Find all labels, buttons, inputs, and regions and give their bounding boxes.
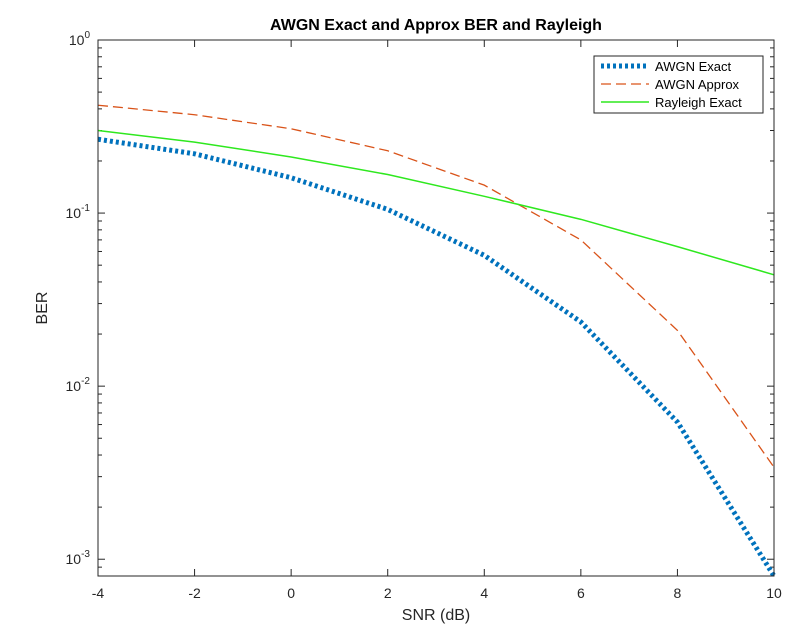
series-line-awgn-exact — [97, 136, 777, 578]
y-tick-label: 10-2 — [66, 376, 91, 394]
x-tick-label: 10 — [766, 585, 782, 601]
legend-label: Rayleigh Exact — [655, 95, 742, 110]
y-tick-labels: 10-3 10-2 10-1 100 — [66, 30, 91, 567]
x-axis-label: SNR (dB) — [402, 607, 470, 624]
series-line-awgn-approx — [97, 104, 775, 468]
plot-area — [98, 40, 774, 576]
x-tick-label: 2 — [384, 585, 392, 601]
axis-ticks — [97, 39, 775, 577]
axes-box — [97, 39, 775, 577]
x-tick-label: 4 — [480, 585, 488, 601]
y-tick-label: 10-3 — [66, 549, 91, 567]
chart-title: AWGN Exact and Approx BER and Rayleigh — [270, 17, 602, 34]
x-tick-label: 0 — [287, 585, 295, 601]
x-tick-label: 6 — [577, 585, 585, 601]
x-tick-label: -4 — [92, 585, 105, 601]
y-tick-label: 10-1 — [66, 203, 91, 221]
x-tick-label: 8 — [674, 585, 682, 601]
x-tick-labels: -4 -2 0 2 4 6 8 10 — [92, 585, 782, 601]
x-tick-label: -2 — [188, 585, 201, 601]
legend-label: AWGN Approx — [655, 77, 740, 92]
series-line-rayleigh-exact — [97, 129, 775, 276]
y-axis-label: BER — [34, 292, 51, 325]
legend-label: AWGN Exact — [655, 59, 731, 74]
legend-entries: AWGN Exact AWGN Approx Rayleigh Exact — [601, 59, 742, 110]
y-tick-label: 100 — [69, 30, 91, 48]
series-layer — [97, 104, 777, 578]
legend: AWGN Exact AWGN Approx Rayleigh Exact — [593, 55, 764, 114]
